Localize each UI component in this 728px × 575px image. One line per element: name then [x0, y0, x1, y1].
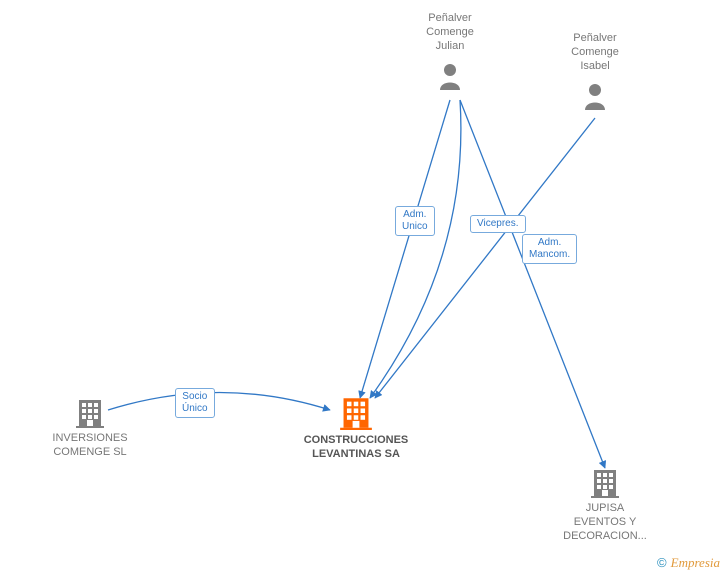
diagram-canvas: Adm. Unico Vicepres. Adm. Mancom. Socio … [0, 0, 728, 575]
watermark-text: Empresia [671, 555, 720, 570]
building-icon [591, 468, 619, 498]
node-label-julian: Peñalver Comenge Julian [410, 12, 490, 53]
edge-julian-jupisa [460, 100, 605, 468]
node-label-isabel: Peñalver Comenge Isabel [555, 32, 635, 73]
edge-label-adm-unico: Adm. Unico [395, 206, 435, 236]
edge-inversiones-construcciones [108, 393, 330, 411]
edge-julian-construcciones-2 [370, 100, 461, 398]
building-icon [340, 396, 372, 430]
node-label-inversiones: INVERSIONES COMENGE SL [45, 432, 135, 460]
edge-label-adm-mancom: Adm. Mancom. [522, 234, 577, 264]
edge-label-socio-unico: Socio Único [175, 388, 215, 418]
edge-julian-construcciones-1 [360, 100, 450, 398]
person-icon [438, 62, 462, 90]
node-label-construcciones: CONSTRUCCIONES LEVANTINAS SA [296, 434, 416, 462]
copyright-icon: © [657, 555, 667, 570]
watermark: © Empresia [657, 555, 720, 571]
building-icon [76, 398, 104, 428]
node-label-jupisa: JUPISA EVENTOS Y DECORACION... [555, 502, 655, 543]
edge-label-vicepres: Vicepres. [470, 215, 526, 233]
person-icon [583, 82, 607, 110]
